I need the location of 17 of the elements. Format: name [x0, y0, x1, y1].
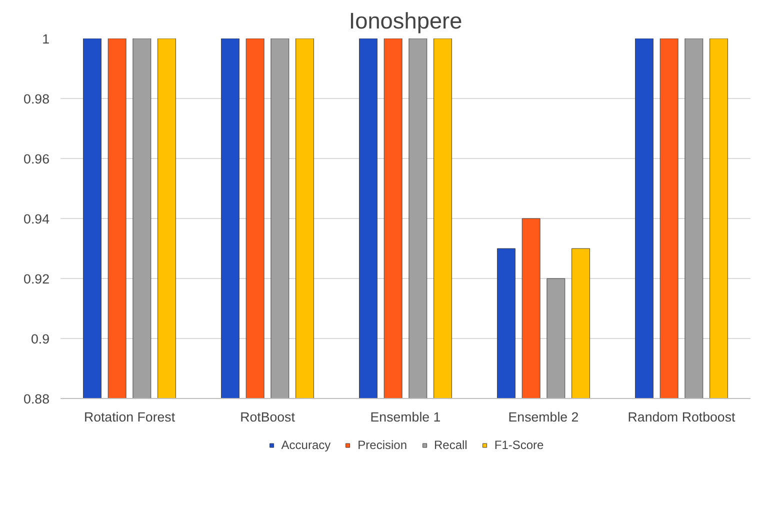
y-tick-label: 0.94 — [24, 212, 50, 226]
x-tick-label: RotBoost — [240, 410, 296, 424]
y-tick-label: 0.98 — [24, 92, 50, 106]
y-tick-label: 0.88 — [24, 392, 50, 406]
x-tick-label: Ensemble 2 — [508, 410, 579, 424]
x-tick-label: Ensemble 1 — [370, 410, 441, 424]
legend-label: F1-Score — [494, 438, 544, 452]
chart-title: Ionoshpere — [348, 8, 462, 34]
legend-label: Recall — [434, 438, 468, 452]
legend-label: Precision — [358, 438, 407, 452]
x-tick-label: Rotation Forest — [84, 410, 176, 424]
y-tick-label: 0.9 — [30, 332, 50, 346]
x-tick-label: Random Rotboost — [628, 410, 736, 424]
y-tick-label: 1 — [42, 32, 50, 46]
y-tick-label: 0.92 — [24, 272, 50, 286]
y-tick-label: 0.96 — [24, 152, 50, 166]
legend-label: Accuracy — [281, 438, 331, 452]
